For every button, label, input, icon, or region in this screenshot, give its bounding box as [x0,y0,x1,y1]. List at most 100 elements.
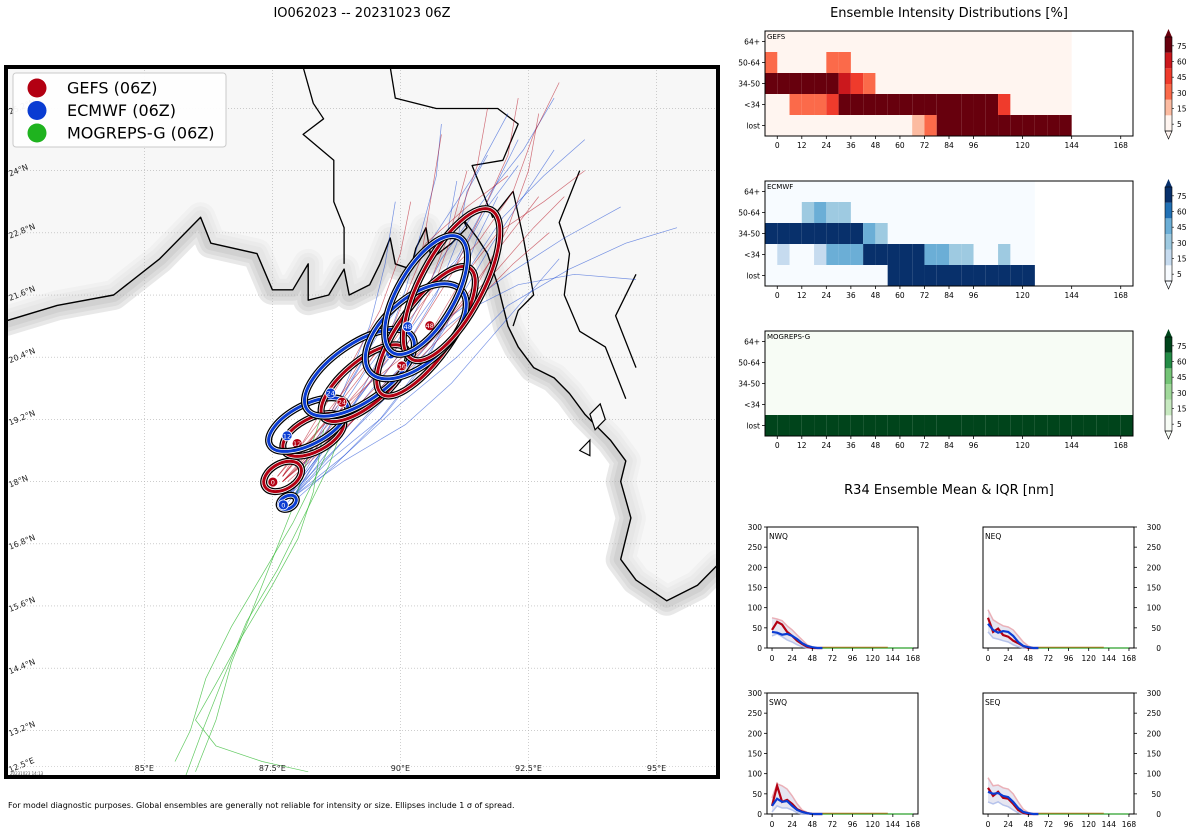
colorbar-tick-label: 30 [1177,89,1187,98]
x-tick-label: 144 [1065,141,1080,150]
row-label: 64+ [744,338,760,347]
x-tick-label: 96 [1064,820,1074,829]
colorbar-max-extension [1165,29,1172,37]
x-tick-label: 0 [986,820,991,829]
r34-frame [766,526,919,649]
colorbar-segment [1165,115,1172,131]
tau-label: 24 [338,399,346,407]
row-label: 34-50 [738,80,760,89]
heatmap-cell [949,265,962,286]
lon-tick-label: 90°E [391,764,410,773]
x-tick-label: 60 [895,441,905,450]
heatmap-panel-label: ECMWF [767,183,793,191]
x-tick-label: 48 [1024,654,1034,663]
heatmap-cell [936,94,949,115]
colorbar-segment [1165,52,1172,69]
y-tick-label: 0 [757,810,762,819]
x-tick-label: 0 [775,141,780,150]
heatmap-cell [838,244,851,265]
x-tick-label: 60 [895,291,905,300]
heatmap-cell [887,265,900,286]
ecmwf-mean-line [771,797,823,816]
heatmap-cell [949,94,962,115]
x-tick-label: 72 [1044,820,1054,829]
x-tick-label: 84 [944,141,954,150]
blues-heatmap-panel: ECMWF 64+ 50-64 34-50 <34 lost 0 12 24 36 48 60 72 84… [738,179,1187,300]
tau-marker [281,430,293,442]
heatmap-cell [838,73,851,94]
row-label: <34 [744,101,760,110]
tau-marker [396,360,408,372]
x-tick-label: 168 [906,654,921,663]
colorbar-frame [1164,186,1173,282]
heatmap-cell [1022,265,1035,286]
ecmwf-track-line [292,206,621,498]
x-tick-label: 96 [1064,654,1074,663]
x-tick-label: 72 [920,291,930,300]
mogreps-legend-label: MOGREPS-G (06Z) [67,124,214,143]
tau-label: 48 [404,323,412,331]
heatmap-panel-label: GEFS [767,33,786,41]
x-tick-label: 24 [1003,820,1013,829]
heatmap-cell [863,244,876,265]
y-tick-label: 250 [1147,709,1162,718]
lon-tick-label: 95°E [647,764,666,773]
x-tick-label: 24 [787,820,797,829]
x-tick-label: 48 [871,441,881,450]
heatmap-cell [961,94,974,115]
heatmap-cell [814,415,827,436]
colorbar-segment [1165,352,1172,369]
heatmap-cell [998,94,1011,115]
x-tick-label: 72 [1044,654,1054,663]
colorbar-max-extension [1165,329,1172,337]
heatmap-cell [973,265,986,286]
tau-label: 24 [326,389,334,397]
y-tick-label: 0 [757,644,762,653]
tau-marker [267,476,279,488]
heatmap-cell [1059,415,1072,436]
row-label: 50-64 [738,209,760,218]
gefs-track-line [282,108,488,482]
colorbar-segment [1165,202,1172,219]
row-label: 64+ [744,38,760,47]
map-frame [4,65,720,779]
heatmap-cell [924,244,937,265]
heatmap-cell [863,94,876,115]
heatmap-cell [838,52,851,73]
x-tick-label: 168 [1114,291,1129,300]
mogreps-legend-marker [27,123,47,143]
heatmap-cell [789,94,802,115]
country-border [389,67,535,327]
legend-box [12,72,227,148]
heatmap-cell [863,73,876,94]
heatmap-cell [998,265,1011,286]
r34-panel-neq: NEQ 0 24 48 72 96 120 144 168 0 50 100 150 200 250 300 [982,523,1161,663]
figure-title: IO062023 -- 20231023 06Z [273,6,450,21]
heatmap-cell [850,73,864,94]
x-tick-label: 48 [808,654,818,663]
y-tick-label: 150 [748,584,763,593]
country-border [558,170,627,399]
heatmap-cell [1120,415,1133,436]
ecmwf-mean-line [987,790,1039,816]
x-tick-label: 144 [1065,441,1080,450]
x-tick-label: 72 [828,654,838,663]
x-tick-label: 120 [1015,441,1030,450]
row-label: <34 [744,401,760,410]
heatmap-cell [814,73,827,94]
heatmap-cell [826,94,839,115]
heatmap-cell [863,223,876,244]
heatmap-cell [875,94,888,115]
tau-marker [325,387,336,399]
heatmap-cell [789,415,802,436]
heatmap-cell [826,52,839,73]
heatmap-cell [875,223,888,244]
y-tick-label: 50 [1151,624,1161,633]
reds-heatmap-panel: GEFS 64+ 50-64 34-50 <34 lost 0 12 24 36 48 60 72 84 9… [738,29,1187,150]
y-tick-label: 300 [1147,689,1162,698]
ecmwf-ellipse-tau-48: 48 [381,232,471,358]
lon-tick-label: 92.5°E [515,764,542,773]
heatmap-cell [801,202,815,223]
heatmap-cell [949,115,962,136]
